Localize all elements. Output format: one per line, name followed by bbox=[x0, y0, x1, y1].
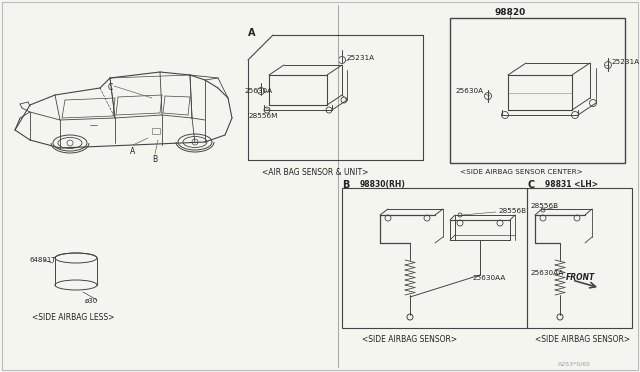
Text: A: A bbox=[130, 147, 135, 156]
Text: <SIDE AIRBAG SENSOR>: <SIDE AIRBAG SENSOR> bbox=[535, 335, 630, 344]
Bar bbox=[152, 128, 160, 134]
Text: C: C bbox=[527, 180, 534, 190]
Bar bbox=[342, 188, 527, 328]
Text: 25630AA: 25630AA bbox=[530, 270, 563, 276]
Text: <SIDE AIRBAG LESS>: <SIDE AIRBAG LESS> bbox=[32, 313, 115, 322]
Text: A: A bbox=[248, 28, 255, 38]
Bar bbox=[527, 188, 632, 328]
Text: 98830(RH): 98830(RH) bbox=[360, 180, 406, 189]
Text: 28556M: 28556M bbox=[248, 113, 277, 119]
Text: C: C bbox=[108, 83, 113, 92]
Text: 64891T: 64891T bbox=[30, 257, 56, 263]
Text: 25231A: 25231A bbox=[346, 55, 374, 61]
Text: A253*0/65: A253*0/65 bbox=[558, 362, 591, 367]
Text: 98820: 98820 bbox=[494, 8, 525, 17]
Text: 98831 <LH>: 98831 <LH> bbox=[545, 180, 598, 189]
Text: <SIDE AIRBAG SENSOR>: <SIDE AIRBAG SENSOR> bbox=[362, 335, 457, 344]
Text: 25630AA: 25630AA bbox=[472, 275, 506, 281]
Text: 25630A: 25630A bbox=[455, 88, 483, 94]
Text: B: B bbox=[152, 155, 157, 164]
Text: <AIR BAG SENSOR & UNIT>: <AIR BAG SENSOR & UNIT> bbox=[262, 168, 369, 177]
Text: 28556B: 28556B bbox=[498, 208, 526, 214]
Text: B: B bbox=[342, 180, 349, 190]
Text: ø30: ø30 bbox=[85, 298, 99, 304]
Text: 25231A: 25231A bbox=[611, 59, 639, 65]
Text: 28556B: 28556B bbox=[530, 203, 558, 209]
Bar bbox=[450, 18, 625, 163]
Text: 25630A: 25630A bbox=[244, 88, 272, 94]
Text: <SIDE AIRBAG SENSOR CENTER>: <SIDE AIRBAG SENSOR CENTER> bbox=[460, 169, 583, 175]
Text: FRONT: FRONT bbox=[565, 273, 595, 282]
